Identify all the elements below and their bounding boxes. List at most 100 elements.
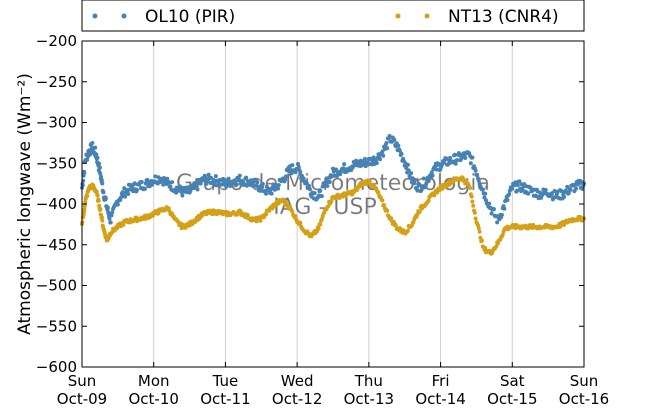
data-point	[507, 192, 512, 197]
data-point	[244, 175, 249, 180]
data-point	[100, 181, 105, 186]
data-point	[515, 188, 520, 193]
data-point	[318, 222, 323, 227]
data-point	[318, 188, 323, 193]
x-tick-label-day: Sat	[500, 372, 525, 390]
data-point	[470, 199, 475, 204]
y-tick-label: −600	[36, 358, 77, 376]
y-tick-label: −500	[36, 277, 77, 295]
data-point	[517, 179, 522, 184]
data-point	[180, 193, 185, 198]
data-point	[487, 201, 492, 206]
data-point	[99, 175, 104, 180]
x-tick-label-day: Thu	[354, 372, 383, 390]
data-point	[178, 184, 183, 189]
data-point	[198, 181, 203, 186]
data-point	[334, 167, 339, 172]
data-point	[96, 198, 101, 203]
data-point	[168, 184, 173, 189]
data-point	[290, 209, 295, 214]
data-point	[134, 187, 139, 192]
data-point	[502, 206, 507, 211]
data-point	[143, 181, 148, 186]
data-point	[296, 164, 301, 169]
data-point	[283, 174, 288, 179]
data-point	[552, 189, 557, 194]
data-point	[480, 187, 485, 192]
y-tick-label: −250	[36, 73, 77, 91]
data-point	[468, 186, 473, 191]
data-point	[94, 152, 99, 157]
data-point	[193, 181, 198, 186]
data-point	[99, 178, 104, 183]
data-point	[240, 179, 245, 184]
data-point	[85, 193, 90, 198]
legend-marker-nt13	[424, 13, 430, 19]
x-tick-label-day: Tue	[212, 372, 239, 390]
data-point	[329, 199, 334, 204]
data-point	[170, 180, 175, 185]
data-point	[245, 212, 250, 217]
data-point	[562, 194, 567, 199]
data-point	[482, 195, 487, 200]
x-tick-label-day: Wed	[281, 372, 314, 390]
data-point	[543, 188, 548, 193]
data-point	[319, 194, 324, 199]
data-point	[473, 216, 478, 221]
data-point	[100, 218, 105, 223]
data-point	[107, 216, 112, 221]
data-point	[469, 194, 474, 199]
data-point	[463, 156, 468, 161]
data-point	[412, 181, 417, 186]
data-point	[455, 158, 460, 163]
legend-label-nt13: NT13 (CNR4)	[448, 7, 559, 27]
data-point	[276, 186, 281, 191]
data-point	[82, 207, 87, 212]
data-point	[85, 157, 90, 162]
data-point	[142, 186, 147, 191]
data-point	[376, 190, 381, 195]
data-point	[298, 220, 303, 225]
data-point	[307, 184, 312, 189]
data-point	[574, 186, 579, 191]
data-point	[371, 155, 376, 160]
data-point	[381, 153, 386, 158]
data-point	[293, 214, 298, 219]
data-point	[415, 188, 420, 193]
data-point	[166, 180, 171, 185]
data-point	[568, 187, 573, 192]
data-point	[97, 161, 102, 166]
data-point	[120, 190, 125, 195]
data-point	[108, 220, 113, 225]
data-point	[95, 155, 100, 160]
data-point	[223, 178, 228, 183]
data-point	[276, 183, 281, 188]
data-point	[476, 226, 481, 231]
data-point	[132, 181, 137, 186]
data-point	[480, 238, 485, 243]
data-point	[426, 198, 431, 203]
data-point	[413, 177, 418, 182]
data-point	[483, 245, 488, 250]
data-point	[301, 176, 306, 181]
data-point	[110, 210, 115, 215]
data-point	[384, 140, 389, 145]
data-point	[307, 187, 312, 192]
data-point	[316, 226, 321, 231]
data-point	[98, 171, 103, 176]
legend-marker-ol10	[121, 13, 127, 19]
data-point	[123, 194, 128, 199]
y-axis: −200 −250 −300 −350 −400 −450 −500 −550 −600	[36, 32, 584, 376]
data-point	[255, 180, 260, 185]
data-point	[500, 232, 505, 237]
data-points	[80, 133, 586, 256]
data-point	[471, 203, 476, 208]
data-point	[495, 220, 500, 225]
data-point	[473, 168, 478, 173]
data-point	[237, 173, 242, 178]
y-tick-label: −450	[36, 236, 77, 254]
data-point	[380, 149, 385, 154]
data-point	[513, 180, 518, 185]
data-point	[378, 157, 383, 162]
data-point	[264, 191, 269, 196]
